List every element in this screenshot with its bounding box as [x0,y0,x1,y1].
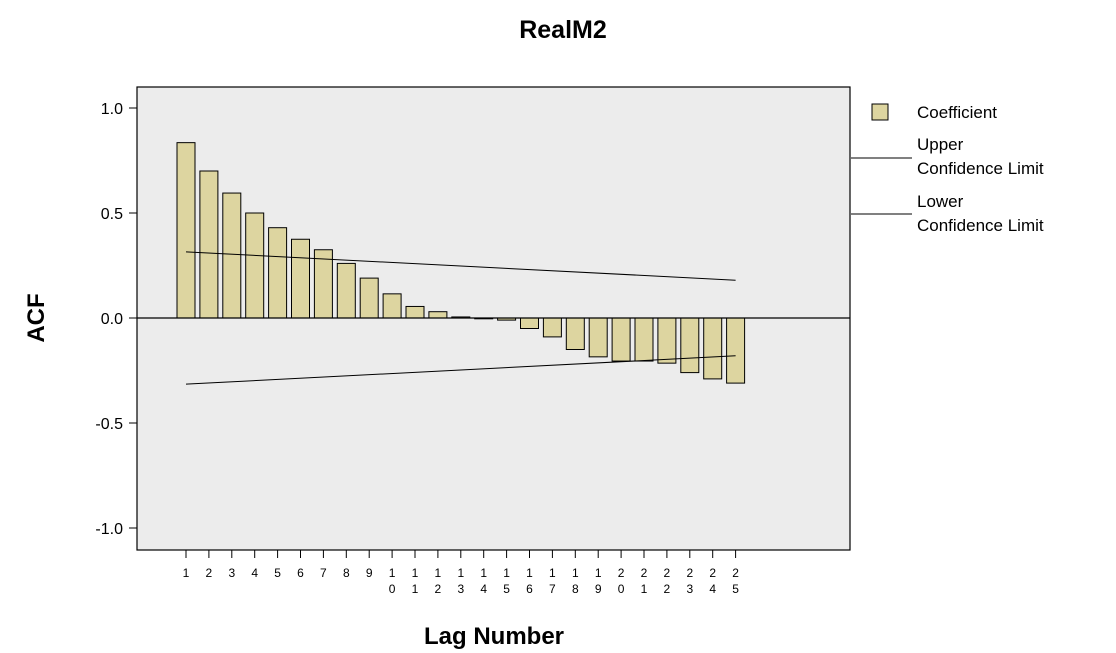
y-tick-label: -1.0 [95,521,123,538]
x-tick-label: 8 [572,582,579,596]
x-tick-label: 0 [618,582,625,596]
bar-lag-21 [634,317,654,362]
legend-label-lower-line1: Lower [917,192,964,211]
x-tick-label: 1 [641,582,648,596]
bar-lag-16 [520,317,539,329]
y-tick-label: 0.5 [101,206,123,223]
x-axis: 1 2 3 4 5 6 7 8 9 1011121314151617181920212223242… [183,550,739,596]
x-tick-label: 2 [618,566,625,580]
bar-lag-22 [657,317,677,364]
legend-label-upper-line1: Upper [917,135,964,154]
x-tick-label: 1 [572,566,579,580]
x-tick-label: 8 [343,566,350,580]
bar-lag-19 [588,317,608,358]
x-tick-label: 1 [183,566,190,580]
legend-label-lower-line2: Confidence Limit [917,216,1044,235]
x-tick-label: 5 [274,566,281,580]
legend-swatch-coefficient [871,103,889,121]
x-tick-label: 1 [412,582,419,596]
x-tick-label: 2 [435,582,442,596]
x-tick-label: 4 [709,582,716,596]
legend: Coefficient Upper Confidence Limit Lower… [851,103,1044,235]
y-tick-label: -0.5 [95,416,123,433]
bar-series-coefficient [176,142,746,384]
x-tick-label: 9 [366,566,373,580]
x-tick-label: 3 [457,582,464,596]
bar-lag-3 [222,192,242,319]
bar-lag-2 [199,170,219,319]
bar-lag-25 [726,317,746,384]
y-tick-label: 0.0 [101,311,123,328]
x-tick-label: 6 [526,582,533,596]
y-axis: 1.0 0.5 0.0 -0.5 -1.0 [95,101,137,538]
x-tick-label: 2 [641,566,648,580]
x-tick-label: 1 [389,566,396,580]
bar-lag-7 [313,249,333,319]
x-tick-label: 1 [435,566,442,580]
y-axis-label: ACF [23,293,50,342]
legend-label-upper-line2: Confidence Limit [917,159,1044,178]
bar-lag-6 [291,238,310,319]
bar-lag-23 [680,317,700,374]
x-tick-label: 3 [228,566,235,580]
x-tick-label: 9 [595,582,602,596]
x-tick-label: 2 [664,566,671,580]
x-tick-label: 1 [480,566,487,580]
bar-lag-11 [405,305,425,319]
chart-title: RealM2 [519,16,607,44]
x-axis-label: Lag Number [424,623,564,650]
bar-lag-9 [359,277,379,319]
bar-lag-12 [428,311,448,319]
x-tick-label: 6 [297,566,304,580]
x-tick-label: 2 [709,566,716,580]
bar-lag-1 [176,142,196,319]
bar-lag-18 [565,317,585,350]
x-tick-label: 2 [664,582,671,596]
x-tick-label: 0 [389,582,396,596]
upper-confidence-limit-line [185,251,736,281]
x-tick-label: 1 [595,566,602,580]
x-tick-label: 7 [320,566,327,580]
legend-label-coefficient: Coefficient [917,103,997,122]
x-tick-label: 1 [526,566,533,580]
x-tick-label: 7 [549,582,556,596]
x-tick-label: 4 [251,566,258,580]
bar-lag-17 [542,317,562,338]
x-tick-label: 2 [686,566,693,580]
bar-lag-4 [245,212,265,319]
x-tick-label: 2 [732,566,739,580]
lower-confidence-limit-line [185,355,736,385]
bar-lag-24 [703,317,723,380]
bar-lag-5 [268,227,288,319]
x-tick-label: 4 [480,582,487,596]
x-tick-label: 5 [732,582,739,596]
x-tick-label: 1 [457,566,464,580]
x-tick-label: 5 [503,582,510,596]
x-tick-label: 1 [412,566,419,580]
x-tick-label: 3 [686,582,693,596]
bar-lag-8 [336,262,356,319]
x-tick-label: 2 [206,566,213,580]
bar-lag-10 [382,293,402,319]
x-tick-label: 1 [549,566,556,580]
x-tick-label: 1 [503,566,510,580]
bar-lag-20 [611,317,631,362]
y-tick-label: 1.0 [101,101,123,118]
